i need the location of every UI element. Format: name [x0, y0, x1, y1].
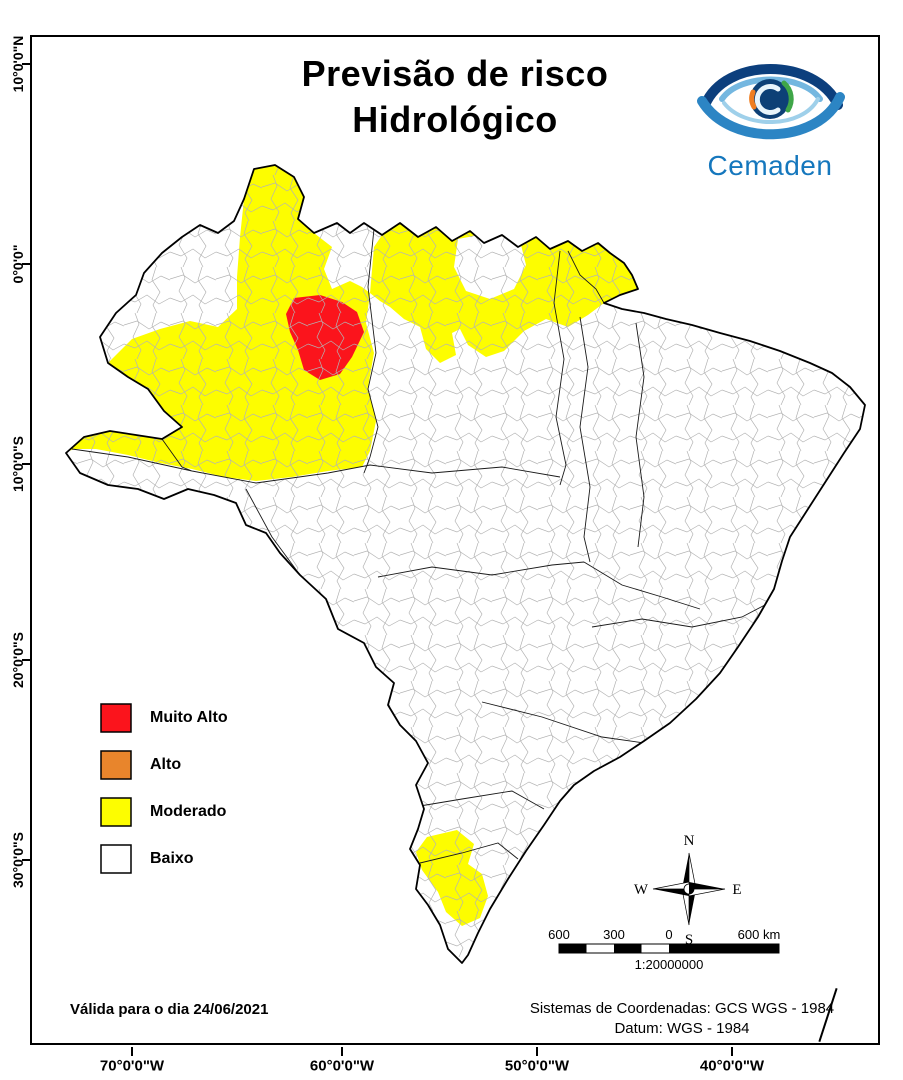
scale-ratio: 1:20000000 [635, 957, 704, 972]
legend-label: Muito Alto [150, 709, 228, 726]
compass-south-label: S [685, 932, 693, 948]
lon-tick [731, 1047, 733, 1056]
lat-tick [22, 463, 31, 465]
lon-tick [536, 1047, 538, 1056]
validity-date: Válida para o dia 24/06/2021 [70, 1001, 269, 1018]
legend-swatch-muito-alto [100, 703, 132, 733]
legend-swatch-moderado [100, 797, 132, 827]
crs-line: Sistemas de Coordenadas: GCS WGS - 1984 [529, 1000, 835, 1017]
legend-swatch-baixo [100, 844, 132, 874]
country-outline [65, 164, 866, 964]
compass-east-label: E [732, 882, 741, 898]
legend-swatch-alto [100, 750, 132, 780]
lat-tick [22, 263, 31, 265]
datum-line: Datum: WGS - 1984 [614, 1020, 750, 1037]
lat-tick [22, 859, 31, 861]
map-frame: Previsão de risco Hidrológico Cemaden Mu… [10, 35, 882, 1075]
compass-west-label: W [634, 882, 649, 898]
lon-tick [341, 1047, 343, 1056]
page-title-line1: Previsão de risco [301, 53, 609, 94]
page-title-line2: Hidrológico [352, 99, 558, 140]
brazil-map [65, 164, 866, 964]
legend-label: Moderado [150, 803, 227, 820]
legend-label: Baixo [150, 850, 194, 867]
scale-label-0: 0 [665, 927, 672, 942]
scale-label-600-left: 600 [548, 927, 570, 942]
state-boundaries [71, 228, 781, 864]
page-title: Previsão de risco Hidrológico [32, 51, 878, 143]
lon-label-60w: 60°0'0"W [309, 1057, 375, 1075]
legend-item-alto: Alto [100, 750, 228, 780]
lat-tick [22, 63, 31, 65]
legend-label: Alto [150, 756, 182, 773]
lat-tick [22, 659, 31, 661]
lon-label-50w: 50°0'0"W [504, 1057, 570, 1075]
scale-bar: 600 300 0 600 km 1:20000000 [548, 927, 781, 972]
lon-tick [131, 1047, 133, 1056]
lon-label-40w: 40°0'0"W [699, 1057, 765, 1075]
cemaden-logo-text: Cemaden [707, 150, 833, 181]
municipal-boundaries [66, 165, 865, 963]
coordinate-system-note: Sistemas de Coordenadas: GCS WGS - 1984 … [482, 999, 882, 1039]
legend-item-moderado: Moderado [100, 797, 228, 827]
risk-legend: Muito Alto Alto Moderado Baixo [100, 703, 228, 891]
scale-label-300: 300 [603, 927, 625, 942]
legend-item-baixo: Baixo [100, 844, 228, 874]
scale-label-600-km: 600 km [738, 927, 781, 942]
legend-item-muito-alto: Muito Alto [100, 703, 228, 733]
compass-rose-icon: N S W E [634, 833, 742, 948]
cemaden-eye-icon [697, 64, 845, 140]
compass-north-label: N [684, 833, 695, 849]
lon-label-70w: 70°0'0"W [99, 1057, 165, 1075]
cemaden-logo: Cemaden [680, 47, 860, 182]
